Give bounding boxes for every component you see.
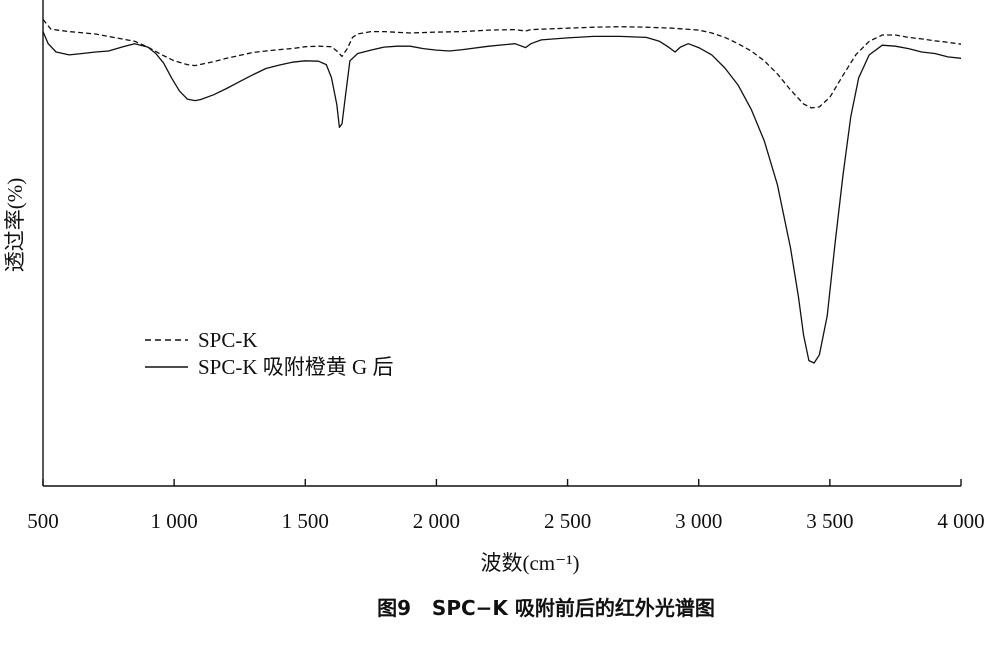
- x-axis-ticks: 500 1 000 1 500 2 000 2 500 3 000 3 500 4 000: [27, 479, 985, 533]
- figure-caption: 图9 SPC−K 吸附前后的红外光谱图: [377, 596, 715, 620]
- x-tick-label: 4 000: [937, 509, 984, 533]
- series-line-spc-k: [42, 18, 962, 109]
- x-tick-label: 500: [27, 509, 59, 533]
- x-axis-title: 波数(cm⁻¹): [480, 551, 579, 575]
- x-tick-label: 1 000: [151, 509, 198, 533]
- legend: SPC-K SPC-K 吸附橙黄 G 后: [145, 328, 393, 379]
- plot-area: 500 1 000 1 500 2 000 2 500 3 000 3 500 4 000: [27, 0, 985, 533]
- x-tick-label: 2 500: [544, 509, 591, 533]
- x-tick-label: 3 000: [675, 509, 722, 533]
- legend-label-spc-k: SPC-K: [198, 328, 258, 352]
- series-line-spc-k-adsorbed: [42, 31, 962, 364]
- x-tick-label: 3 500: [806, 509, 853, 533]
- y-axis-title: 透过率(%): [3, 178, 27, 272]
- x-tick-label: 2 000: [413, 509, 460, 533]
- legend-label-spc-k-adsorbed: SPC-K 吸附橙黄 G 后: [198, 355, 393, 379]
- series-layer: [42, 18, 962, 364]
- x-tick-label: 1 500: [282, 509, 329, 533]
